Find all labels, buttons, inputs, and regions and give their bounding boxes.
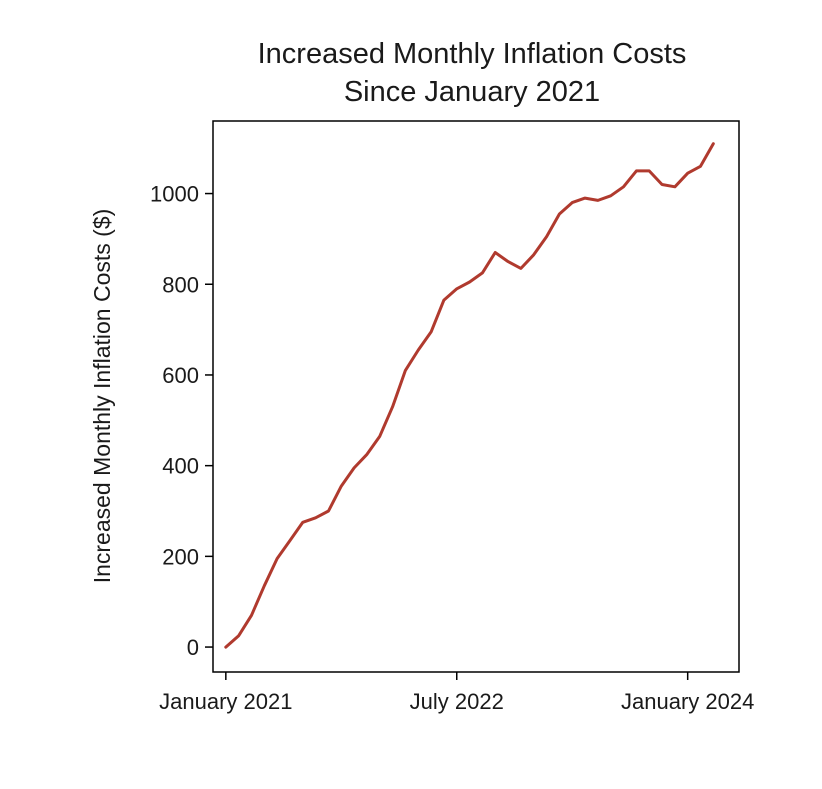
x-axis: January 2021 July 2022 January 2024 xyxy=(159,672,754,714)
chart-title-line-1: Increased Monthly Inflation Costs xyxy=(258,38,687,70)
y-axis-label: Increased Monthly Inflation Costs ($) xyxy=(89,209,115,584)
y-tick-label: 600 xyxy=(162,363,199,388)
y-tick-label: 400 xyxy=(162,454,199,479)
x-tick-label: January 2024 xyxy=(621,689,754,714)
x-tick-label: January 2021 xyxy=(159,689,292,714)
y-axis: 0 200 400 600 800 1000 xyxy=(150,182,213,660)
series-line xyxy=(224,142,715,649)
y-tick-label: 1000 xyxy=(150,182,199,207)
series-layer xyxy=(224,142,715,649)
plot-area-frame xyxy=(212,120,740,673)
chart-title-line-2: Since January 2021 xyxy=(344,76,600,108)
y-tick-label: 0 xyxy=(187,635,199,660)
y-tick-label: 200 xyxy=(162,544,199,569)
x-tick-label: July 2022 xyxy=(410,689,504,714)
y-tick-label: 800 xyxy=(162,272,199,297)
chart-title: Increased Monthly Inflation Costs Since … xyxy=(258,38,687,108)
